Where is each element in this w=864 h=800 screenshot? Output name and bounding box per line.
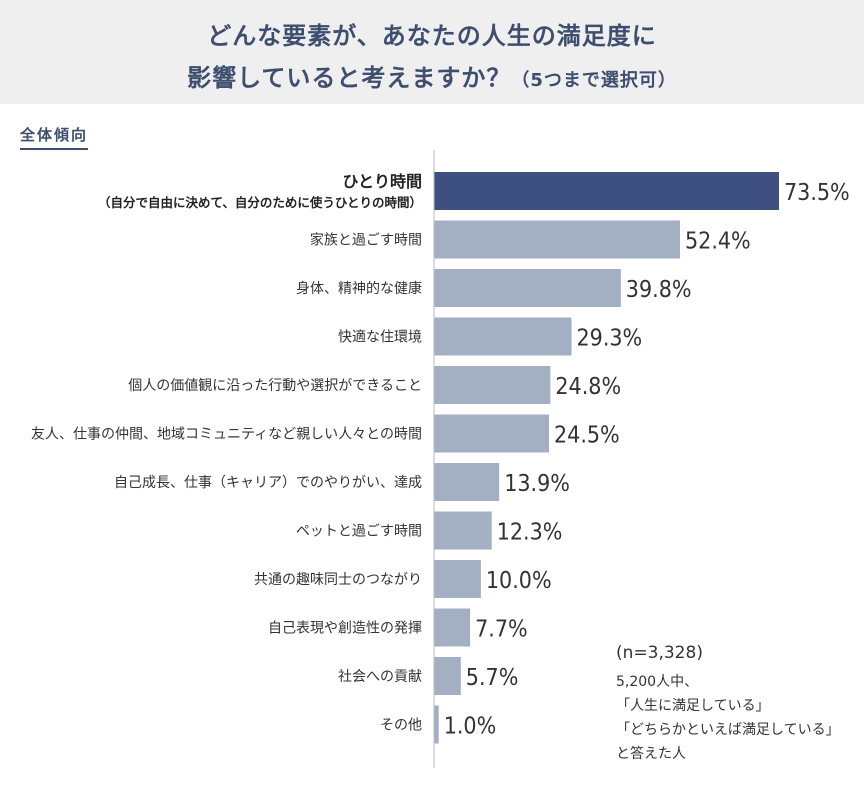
bar-1 (434, 220, 680, 259)
category-label-4: 個人の価値観に沿った行動や選択ができること (128, 377, 422, 394)
category-label-1: 家族と過ごす時間 (310, 232, 422, 249)
bar-8 (434, 560, 481, 598)
bar-3 (434, 317, 572, 356)
note-line-2: 「人生に満足している」 (616, 698, 770, 714)
sample-size: (n=3,328) (616, 643, 703, 663)
category-label-10: 社会への貢献 (338, 669, 422, 685)
value-label-3: 29.3% (577, 326, 643, 352)
section-label: 全体傾向 (20, 124, 89, 150)
category-label-11: その他 (380, 718, 422, 734)
value-label-11: 1.0% (444, 714, 497, 740)
value-label-7: 12.3% (497, 520, 563, 546)
category-label-9: 自己表現や創造性の発揮 (268, 621, 422, 637)
category-label-0: ひとり時間 (342, 172, 422, 191)
value-label-10: 5.7% (466, 665, 519, 691)
value-label-0: 73.5% (784, 180, 850, 206)
bar-9 (434, 608, 471, 647)
value-label-2: 39.8% (626, 277, 692, 303)
value-label-8: 10.0% (486, 568, 552, 594)
chart-title-main: 影響していると考えますか？ (187, 64, 512, 92)
bar-7 (434, 511, 492, 550)
category-label-7: ペットと過ごす時間 (296, 524, 422, 540)
bar-2 (434, 269, 621, 307)
note-line-1: 5,200人中、 (616, 674, 699, 690)
header-banner: どんな要素が、あなたの人生の満足度に 影響していると考えますか？（5つまで選択可… (0, 0, 864, 104)
note-line-4: と答えた人 (616, 746, 686, 762)
sample-note: (n=3,328) 5,200人中、 「人生に満足している」 「どちらかといえば… (616, 640, 840, 766)
chart-title-line2: 影響していると考えますか？（5つまで選択可） (0, 58, 864, 93)
category-label-8: 共通の趣味同士のつながり (254, 572, 422, 588)
chart-title-line1: どんな要素が、あなたの人生の満足度に (207, 22, 657, 50)
category-label-2: 身体、精神的な健康 (296, 280, 422, 297)
bar-6 (434, 463, 500, 501)
category-sublabel-0: （自分で自由に決めて、自分のために使うひとりの時間） (98, 195, 422, 210)
bar-5 (434, 414, 549, 453)
category-label-6: 自己成長、仕事（キャリア）でのやりがい、達成 (114, 475, 422, 491)
value-label-5: 24.5% (554, 423, 620, 449)
value-label-1: 52.4% (685, 229, 751, 255)
category-label-3: 快適な住環境 (338, 329, 422, 346)
value-label-6: 13.9% (504, 471, 570, 497)
value-label-9: 7.7% (475, 617, 528, 643)
value-label-4: 24.8% (555, 374, 621, 400)
category-label-5: 友人、仕事の仲間、地域コミュニティなど親しい人々との時間 (31, 427, 422, 443)
chart-title-note: （5つまで選択可） (511, 70, 677, 91)
bar-10 (434, 657, 461, 695)
bar-11 (434, 705, 439, 744)
note-line-3: 「どちらかといえば満足している」 (616, 722, 840, 738)
bar-4 (434, 366, 551, 404)
bar-0 (434, 172, 779, 210)
